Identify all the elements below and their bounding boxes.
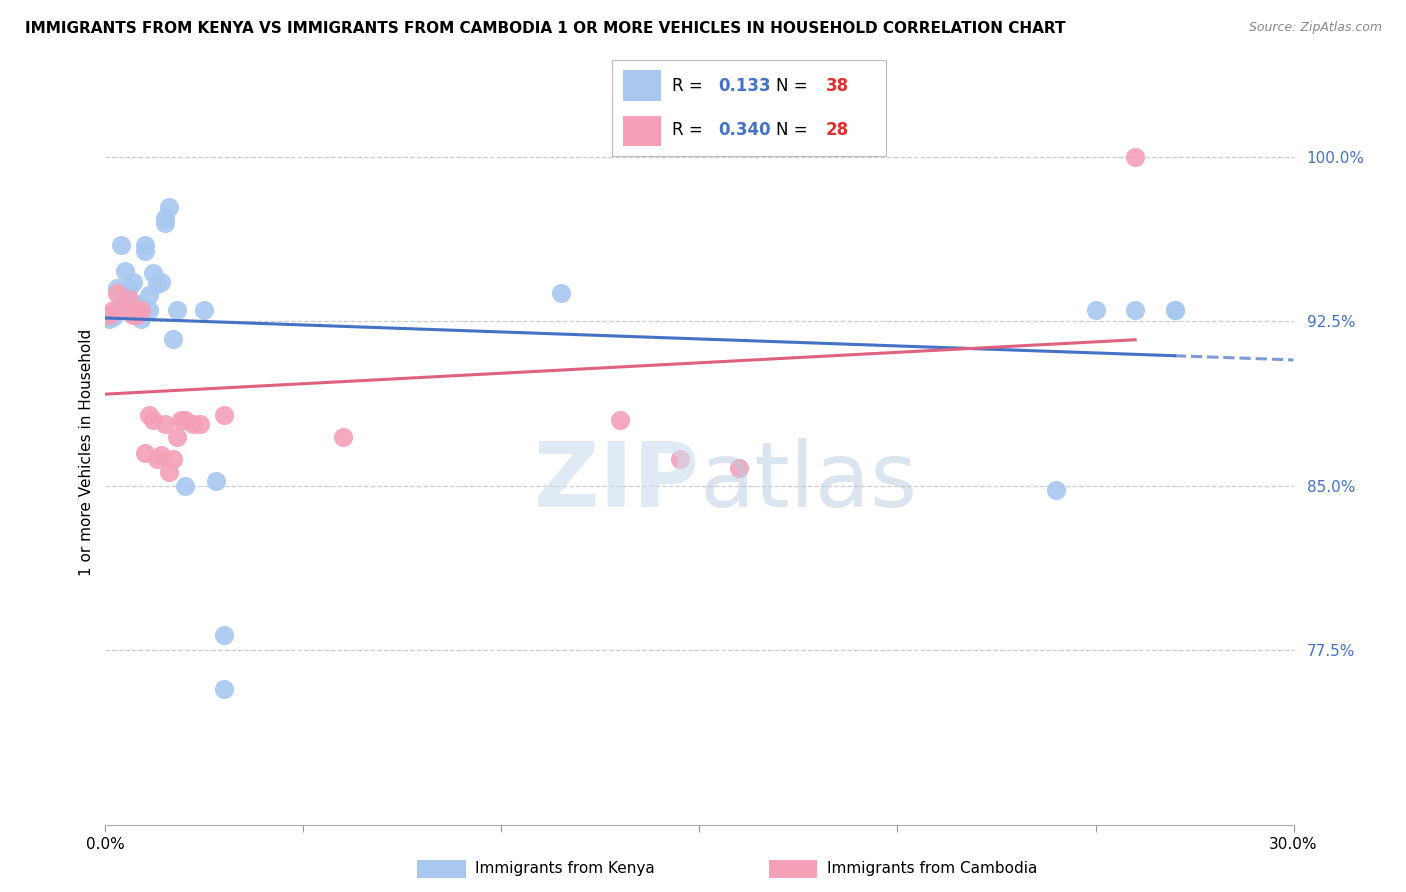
Point: [1084, 303, 1107, 318]
Bar: [418, 860, 465, 878]
Point: [122, 308, 145, 322]
Point: [728, 461, 751, 475]
Point: [114, 303, 136, 318]
Text: 38: 38: [825, 77, 849, 95]
Text: R =: R =: [672, 77, 709, 95]
Text: Immigrants from Kenya: Immigrants from Kenya: [475, 862, 655, 876]
Point: [193, 303, 215, 318]
Point: [214, 409, 236, 423]
Text: ZIP: ZIP: [534, 439, 700, 526]
Point: [122, 296, 145, 310]
Point: [149, 448, 172, 462]
Point: [127, 308, 149, 322]
Point: [110, 237, 132, 252]
Point: [134, 244, 156, 259]
Point: [166, 430, 188, 444]
Point: [173, 478, 195, 492]
Point: [157, 466, 180, 480]
Point: [127, 296, 149, 310]
Point: [129, 303, 152, 318]
Point: [668, 452, 690, 467]
Point: [162, 332, 184, 346]
Bar: [623, 116, 661, 146]
Point: [127, 303, 149, 318]
Y-axis label: 1 or more Vehicles in Household: 1 or more Vehicles in Household: [79, 329, 94, 576]
Point: [550, 285, 572, 300]
Point: [146, 452, 169, 467]
Point: [142, 266, 165, 280]
Text: 0.133: 0.133: [718, 77, 770, 95]
Point: [153, 216, 176, 230]
Point: [149, 275, 172, 289]
Point: [1164, 303, 1187, 318]
Point: [1164, 303, 1187, 318]
Text: IMMIGRANTS FROM KENYA VS IMMIGRANTS FROM CAMBODIA 1 OR MORE VEHICLES IN HOUSEHOL: IMMIGRANTS FROM KENYA VS IMMIGRANTS FROM…: [25, 21, 1066, 36]
Point: [166, 303, 188, 318]
Point: [105, 285, 128, 300]
Point: [129, 303, 152, 318]
Point: [332, 430, 354, 444]
Point: [122, 275, 145, 289]
Point: [105, 281, 128, 295]
Text: Source: ZipAtlas.com: Source: ZipAtlas.com: [1249, 21, 1382, 34]
Point: [129, 312, 152, 326]
Point: [214, 682, 236, 697]
Point: [134, 445, 156, 459]
Point: [190, 417, 212, 432]
Text: N =: N =: [776, 121, 813, 139]
Point: [146, 277, 169, 291]
Point: [153, 417, 176, 432]
Point: [162, 452, 184, 467]
Point: [134, 237, 156, 252]
Point: [181, 417, 204, 432]
Point: [142, 413, 165, 427]
Point: [98, 312, 121, 326]
Point: [118, 281, 141, 295]
Point: [103, 303, 125, 318]
Point: [609, 413, 631, 427]
Text: R =: R =: [672, 121, 709, 139]
Point: [153, 211, 176, 226]
Point: [1045, 483, 1067, 497]
Point: [205, 474, 228, 488]
Point: [1123, 150, 1146, 164]
Point: [105, 303, 128, 318]
Point: [118, 299, 141, 313]
Point: [127, 303, 149, 318]
Point: [98, 308, 121, 322]
Text: N =: N =: [776, 77, 813, 95]
Point: [103, 310, 125, 324]
Bar: [623, 70, 661, 101]
Text: Immigrants from Cambodia: Immigrants from Cambodia: [827, 862, 1038, 876]
Bar: [769, 860, 817, 878]
Point: [118, 293, 141, 307]
Point: [157, 200, 180, 214]
Point: [1123, 303, 1146, 318]
Point: [114, 264, 136, 278]
Point: [138, 409, 160, 423]
Point: [173, 413, 195, 427]
Point: [214, 627, 236, 641]
Text: atlas: atlas: [700, 439, 918, 526]
Point: [138, 303, 160, 318]
Point: [114, 290, 136, 304]
Text: 28: 28: [825, 121, 849, 139]
Point: [138, 288, 160, 302]
Point: [170, 413, 193, 427]
Text: 0.340: 0.340: [718, 121, 770, 139]
